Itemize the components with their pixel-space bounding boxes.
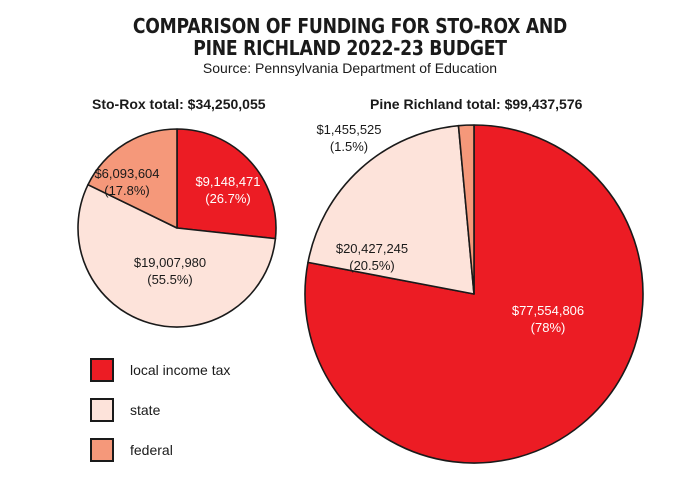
legend-item-state: state (90, 395, 160, 425)
sto-rox-value-label-federal: $6,093,604 (94, 166, 159, 181)
sto-rox-label-local-income-tax: $9,148,471 (26.7%) (195, 174, 260, 206)
legend-label-state: state (130, 402, 161, 418)
legend-label-local-income-tax: local income tax (130, 362, 231, 378)
legend-label-federal: federal (130, 442, 173, 458)
pine-richland-value-label-federal: $1,455,525 (316, 122, 381, 137)
legend-swatch-federal (90, 438, 114, 462)
sto-rox-value-label-local-income-tax: $9,148,471 (195, 174, 260, 189)
pine-richland-pie-title: Pine Richland total: $99,437,576 (370, 96, 583, 112)
sto-rox-slice-local-income-tax (176, 128, 277, 240)
pine-richland-label-federal: $1,455,525 (1.5%) (316, 122, 381, 154)
sto-rox-slice-federal (87, 128, 178, 229)
pine-richland-percent-label-federal: (1.5%) (330, 139, 368, 154)
sto-rox-percent-label-local-income-tax: (26.7%) (205, 191, 251, 206)
sto-rox-value-label-state: $19,007,980 (134, 255, 206, 270)
sto-rox-slice-state (77, 183, 277, 328)
sto-rox-label-state: $19,007,980 (55.5%) (134, 255, 206, 287)
pine-richland-label-state: $20,427,245 (20.5%) (336, 241, 408, 273)
pine-richland-slice-state (307, 124, 475, 295)
chart-subtitle: Source: Pennsylvania Department of Educa… (202, 60, 498, 76)
pine-richland-value-label-local-income-tax: $77,554,806 (512, 303, 584, 318)
chart-title-line-1: COMPARISON OF FUNDING FOR STO-ROX AND (132, 14, 568, 38)
sto-rox-label-federal: $6,093,604 (17.8%) (94, 166, 159, 198)
pine-richland-percent-label-local-income-tax: (78%) (531, 320, 566, 335)
pine-richland-label-local-income-tax: $77,554,806 (78%) (512, 303, 584, 335)
legend-item-federal: federal (90, 435, 173, 465)
legend-item-local-income-tax: local income tax (90, 355, 230, 385)
chart-title-line-2: PINE RICHLAND 2022-23 BUDGET (193, 36, 507, 60)
legend-swatch-local-income-tax (90, 358, 114, 382)
pine-richland-value-label-state: $20,427,245 (336, 241, 408, 256)
pine-richland-slice-federal (457, 124, 475, 295)
pine-richland-slice-local-income-tax (304, 124, 644, 464)
sto-rox-percent-label-state: (55.5%) (147, 272, 193, 287)
legend-swatch-state (90, 398, 114, 422)
pine-richland-percent-label-state: (20.5%) (349, 258, 395, 273)
sto-rox-percent-label-federal: (17.8%) (104, 183, 150, 198)
sto-rox-pie-title: Sto-Rox total: $34,250,055 (92, 96, 266, 112)
